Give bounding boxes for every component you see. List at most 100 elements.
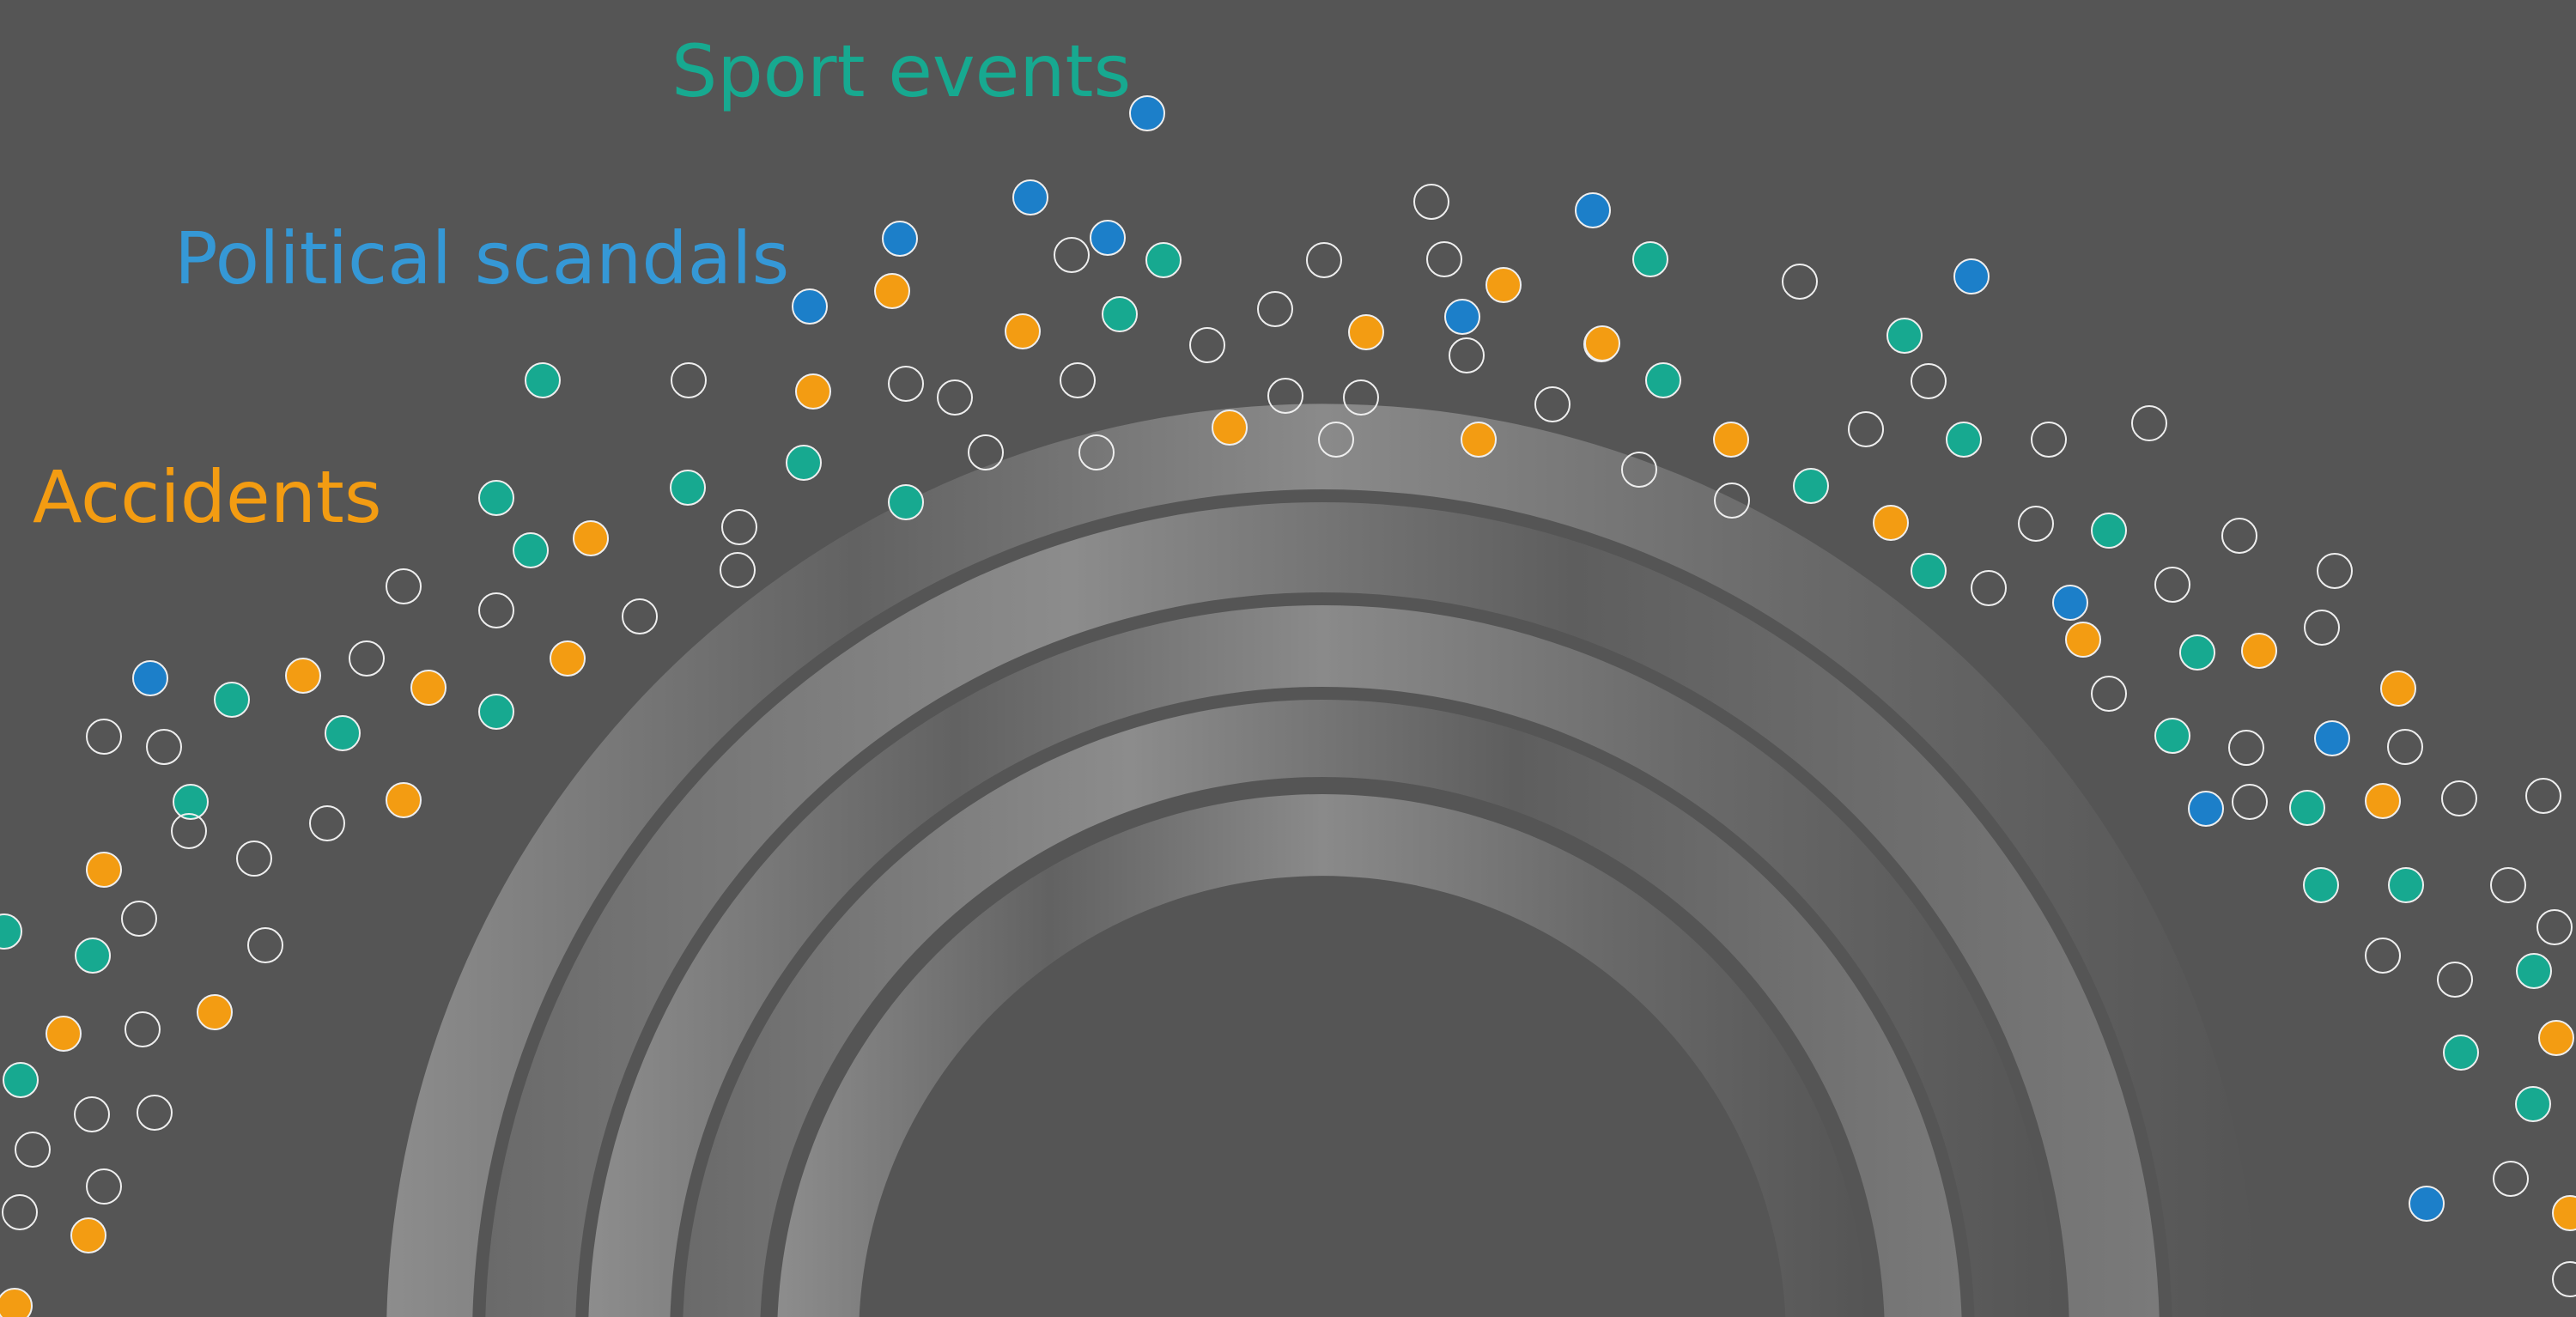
accident-dot	[1348, 314, 1384, 350]
accident-dot	[2380, 671, 2416, 707]
empty-dot	[1534, 386, 1571, 422]
empty-dot	[888, 366, 924, 402]
rainbow-arcs	[386, 404, 2258, 1317]
empty-dot	[309, 805, 345, 841]
empty-dot	[1189, 327, 1225, 363]
political-scandal-dot	[792, 288, 828, 325]
political-scandal-dot	[882, 221, 918, 257]
political-scandal-dot	[2409, 1186, 2445, 1222]
rainbow-arc-band-3	[588, 605, 2057, 1317]
political-scandals-label: Political scandals	[174, 216, 789, 300]
empty-dot	[247, 927, 283, 963]
political-scandal-dot	[1090, 220, 1126, 256]
empty-dot	[937, 379, 973, 416]
sport-event-dot	[214, 682, 250, 718]
empty-dot	[2228, 730, 2264, 766]
sport-event-dot	[2154, 718, 2190, 754]
empty-dot	[1318, 422, 1354, 458]
sport-event-dot	[75, 938, 111, 974]
sport-event-dot	[2515, 1086, 2551, 1122]
sport-event-dot	[1886, 318, 1923, 354]
accident-dot	[46, 1016, 82, 1052]
accident-dot	[2065, 622, 2101, 658]
accident-dot	[874, 273, 910, 309]
political-scandal-dot	[2052, 585, 2088, 621]
accident-dot	[386, 782, 422, 818]
accident-dot	[2552, 1195, 2576, 1231]
empty-dot	[2490, 867, 2526, 903]
empty-dot	[1782, 264, 1818, 300]
empty-dot	[171, 813, 207, 849]
accident-dot	[1212, 410, 1248, 446]
empty-dot	[236, 841, 272, 877]
empty-dot	[671, 362, 707, 398]
empty-dot	[1971, 570, 2007, 606]
accident-dot	[86, 852, 122, 888]
empty-dot	[622, 598, 658, 634]
empty-dot	[2154, 567, 2190, 603]
empty-dot	[1621, 452, 1657, 488]
political-scandal-dot	[1953, 258, 1990, 294]
sport-event-dot	[2443, 1035, 2479, 1071]
political-scandal-dot	[1575, 192, 1611, 228]
sport-events-label: Sport events	[671, 29, 1131, 113]
empty-dot	[1343, 379, 1379, 416]
empty-dot	[2018, 506, 2054, 542]
accident-dot	[2365, 783, 2401, 819]
political-scandal-dot	[132, 660, 168, 696]
sport-event-dot	[1102, 296, 1138, 332]
empty-dot	[1267, 378, 1303, 414]
empty-dot	[1426, 241, 1462, 277]
empty-dot	[1257, 291, 1293, 327]
sport-event-dot	[786, 445, 822, 481]
empty-dot	[2232, 784, 2268, 820]
empty-dot	[386, 568, 422, 604]
sport-event-dot	[2303, 867, 2339, 903]
sport-event-dot	[2388, 867, 2424, 903]
sport-event-dot	[3, 1062, 39, 1098]
empty-dot	[2493, 1161, 2529, 1197]
accident-dot	[2241, 633, 2277, 669]
accident-dot	[1005, 313, 1041, 349]
empty-dot	[2525, 778, 2561, 814]
empty-dot	[125, 1011, 161, 1047]
empty-dot	[1078, 434, 1115, 470]
sport-event-dot	[1946, 422, 1982, 458]
accident-dot	[285, 658, 321, 694]
empty-dot	[2091, 676, 2127, 712]
political-scandal-dot	[1444, 299, 1480, 335]
empty-dot	[15, 1132, 51, 1168]
empty-dot	[74, 1096, 110, 1132]
empty-dot	[2537, 909, 2573, 945]
accident-dot	[550, 640, 586, 677]
empty-dot	[2441, 780, 2477, 816]
sport-event-dot	[2289, 790, 2325, 826]
sport-event-dot	[1793, 468, 1829, 504]
accident-dot	[1485, 267, 1522, 303]
sport-event-dot	[0, 913, 22, 950]
empty-dot	[1060, 362, 1096, 398]
accident-dot	[795, 373, 831, 410]
empty-dot	[2031, 422, 2067, 458]
empty-dot	[86, 1168, 122, 1205]
empty-dot	[478, 592, 514, 628]
sport-event-dot	[325, 715, 361, 751]
political-scandal-dot	[1012, 179, 1048, 215]
accident-dot	[2538, 1020, 2574, 1056]
accident-dot	[1713, 422, 1749, 458]
accident-dot	[0, 1288, 33, 1317]
empty-dot	[137, 1095, 173, 1131]
category-labels: Sport events Political scandals Accident…	[33, 29, 1131, 539]
empty-dot	[121, 901, 157, 937]
empty-dot	[2317, 553, 2353, 589]
empty-dot	[349, 640, 385, 677]
political-scandal-dot	[2188, 791, 2224, 827]
sport-event-dot	[1632, 241, 1668, 277]
event-dots	[0, 95, 2576, 1317]
sport-event-dot	[513, 532, 549, 568]
sport-event-dot	[173, 784, 209, 820]
empty-dot	[2131, 405, 2167, 441]
sport-event-dot	[478, 480, 514, 516]
